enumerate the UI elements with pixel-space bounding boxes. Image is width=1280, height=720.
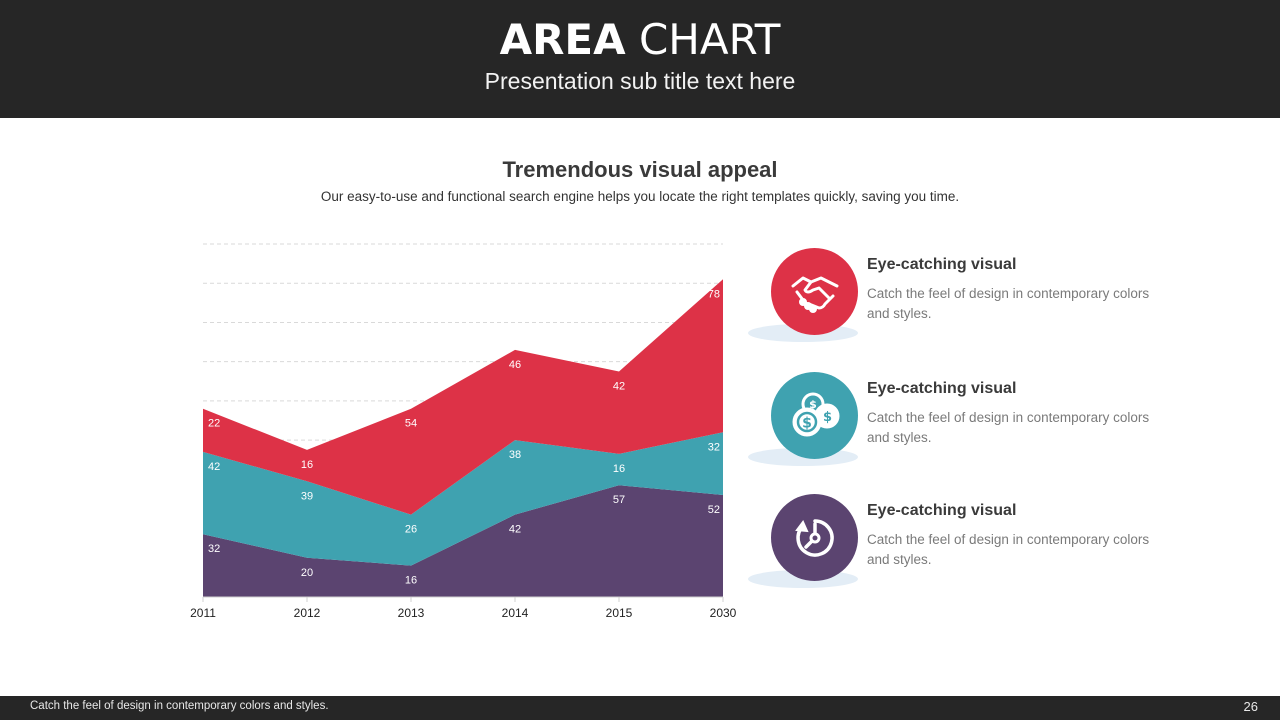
svg-text:$: $ [809,398,817,411]
handshake-icon [791,276,838,313]
feature-description: Catch the feel of design in contemporary… [867,410,1150,445]
svg-text:$: $ [802,415,812,431]
feature-icon-circle [771,494,858,581]
data-label: 32 [708,441,720,453]
x-tick-label: 2013 [398,606,425,620]
data-labels: 32 20 16 42 57 52 42 39 26 38 16 32 22 16 54 46 42 78 [208,288,720,586]
area-series-3 [203,279,723,515]
feature-item: Eye-catching visual Catch the feel of de… [748,494,1168,594]
page-subtitle: Presentation sub title text here [484,68,796,94]
footer-text: Catch the feel of design in contemporary… [30,700,329,712]
page-number: 26 [1243,699,1258,714]
data-label: 52 [708,504,720,516]
x-tick-label: 2011 [190,606,216,620]
feature-description: Catch the feel of design in contemporary… [867,532,1150,567]
clock-rotate-icon [794,518,834,557]
area-series-1 [203,485,723,597]
section-title: Tremendous visual appeal [502,157,778,182]
svg-text:$: $ [822,410,831,425]
section-description: Our easy-to-use and functional search en… [320,189,960,204]
feature-item: $ $ $ Eye-catching visual Catch the feel… [748,372,1168,472]
feature-title: Eye-catching visual [867,256,1017,273]
page-title: AREA CHART [0,14,1280,66]
data-label: 57 [613,494,625,506]
x-tick-label: 2015 [606,606,633,620]
data-label: 32 [208,543,220,555]
area-series-2 [203,432,723,566]
data-label: 46 [509,359,521,371]
feature-icon-circle: $ $ $ [771,372,858,459]
data-label: 42 [509,524,521,536]
feature-icon-circle [771,248,858,335]
data-label: 16 [613,463,625,475]
coins-icon: $ $ $ [792,392,839,436]
area-series [203,279,723,597]
data-label: 42 [613,380,625,392]
data-label: 16 [405,575,417,587]
data-label: 16 [301,459,313,471]
data-label: 78 [708,288,720,300]
data-label: 20 [301,567,313,579]
footer-bar: Catch the feel of design in contemporary… [0,696,1280,720]
x-tick-label: 2030 [710,606,737,620]
feature-description: Catch the feel of design in contemporary… [867,286,1150,321]
x-axis: 2011 2012 2013 2014 2015 2030 [190,596,737,620]
area-chart: 32 20 16 42 57 52 42 39 26 38 16 32 22 16 54 46 42 78 201… [190,243,737,620]
data-label: 38 [509,449,521,461]
title-light: CHART [638,15,781,64]
x-tick-label: 2014 [502,606,529,620]
feature-title: Eye-catching visual [867,380,1017,397]
data-label: 39 [301,490,313,502]
data-label: 42 [208,461,220,473]
data-label: 26 [405,524,417,536]
data-label: 54 [405,418,417,430]
title-bold: AREA [499,15,626,64]
data-label: 22 [208,418,220,430]
header-bar: AREA CHART Presentation sub title text h… [0,0,1280,118]
feature-item: Eye-catching visual Catch the feel of de… [748,248,1168,348]
x-tick-label: 2012 [294,606,321,620]
feature-title: Eye-catching visual [867,502,1017,519]
